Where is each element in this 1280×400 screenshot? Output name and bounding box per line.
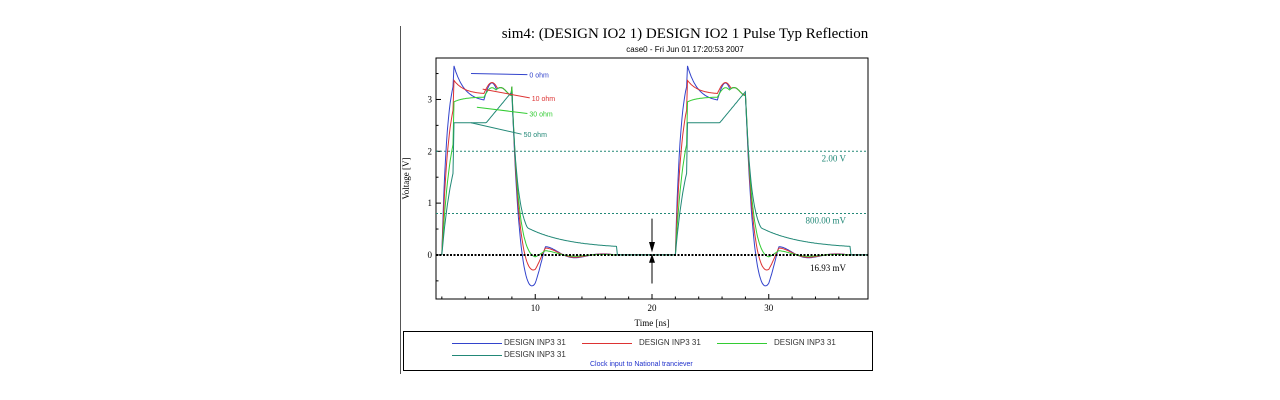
annotation-leader [482, 88, 530, 99]
marker-arrowhead-bottom [649, 253, 655, 263]
annotation-label: 30 ohm [529, 111, 553, 118]
annotation-label: 10 ohm [532, 96, 556, 103]
legend-label-50ohm: DESIGN INP3 31 [504, 350, 566, 359]
legend-caption: Clock input to National tranciever [590, 361, 693, 368]
legend-swatch-10ohm [582, 343, 632, 344]
marker-readout: 16.93 mV [810, 263, 847, 273]
legend-swatch-30ohm [717, 343, 767, 344]
x-tick-label: 20 [648, 303, 658, 313]
annotation-leader [476, 106, 528, 114]
x-tick-label: 30 [764, 303, 774, 313]
window-left-edge [400, 26, 401, 374]
x-tick-label: 10 [531, 303, 541, 313]
y-tick-label: 1 [428, 198, 433, 208]
y-axis-label: Voltage [V] [401, 157, 411, 199]
series-line-50ohm [441, 90, 868, 256]
chart-title: sim4: (DESIGN IO2 1) DESIGN IO2 1 Pulse … [501, 26, 869, 42]
y-tick-label: 2 [428, 146, 433, 156]
legend-swatch-50ohm [452, 355, 502, 356]
series-line-30ohm [441, 86, 868, 258]
threshold-label: 2.00 V [822, 153, 847, 163]
x-axis-label: Time [ns] [635, 318, 670, 328]
threshold-label: 800.00 mV [806, 215, 847, 225]
y-tick-label: 3 [428, 94, 433, 104]
annotation-leader [470, 122, 522, 135]
annotation-leader [471, 73, 528, 76]
legend-label-30ohm: DESIGN INP3 31 [774, 338, 836, 347]
annotation-label: 0 ohm [529, 73, 549, 80]
legend-label-10ohm: DESIGN INP3 31 [639, 338, 701, 347]
chart-subtitle: case0 - Fri Jun 01 17:20:53 2007 [626, 45, 744, 54]
y-tick-label: 0 [428, 250, 433, 260]
legend-label-0ohm: DESIGN INP3 31 [504, 338, 566, 347]
legend-swatch-0ohm [452, 343, 502, 344]
legend: DESIGN INP3 31 DESIGN INP3 31 DESIGN INP… [403, 331, 873, 371]
annotation-label: 50 ohm [524, 132, 548, 139]
marker-arrowhead-top [649, 241, 655, 253]
